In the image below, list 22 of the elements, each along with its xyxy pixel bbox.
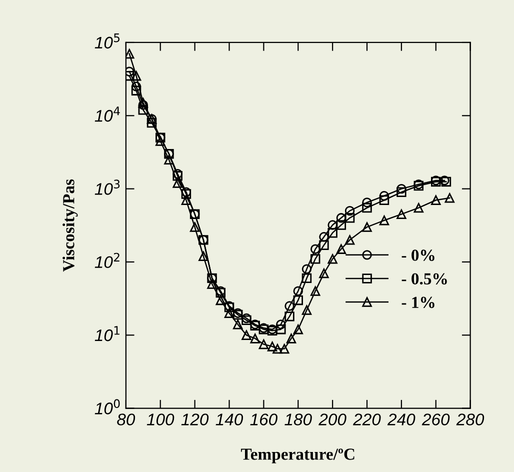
legend-label: - 1% — [402, 296, 434, 308]
legend-label: - 0.5% — [402, 273, 447, 285]
x-axis-title: Temperature/ºC — [240, 448, 354, 464]
x-tick-label: 220 — [352, 414, 381, 426]
y-tick-label: 10$^{3}$ — [94, 180, 120, 195]
x-tick-label: 140 — [216, 414, 244, 426]
y-axis-title: Viscosity/Pas — [62, 179, 78, 272]
x-tick-label: 280 — [456, 414, 484, 426]
y-tick-label: 10$^{2}$ — [94, 252, 120, 268]
y-tick-label: 10$^{1}$ — [94, 326, 120, 342]
legend-label: - 0% — [402, 250, 434, 261]
x-tick-label: 160 — [250, 414, 278, 426]
x-tick-label: 80 — [117, 414, 136, 426]
x-tick-label: 100 — [146, 414, 174, 426]
x-tick-label: 180 — [284, 414, 312, 426]
y-tick-label: 10$^{4}$ — [94, 106, 120, 122]
x-tick-label: 240 — [387, 414, 416, 426]
x-tick-label: 120 — [181, 414, 209, 426]
y-tick-label: 10$^{5}$ — [94, 34, 120, 49]
y-tick-label: 10$^{0}$ — [94, 399, 120, 414]
x-tick-label: 200 — [318, 414, 346, 426]
x-tick-label: 260 — [422, 414, 450, 426]
